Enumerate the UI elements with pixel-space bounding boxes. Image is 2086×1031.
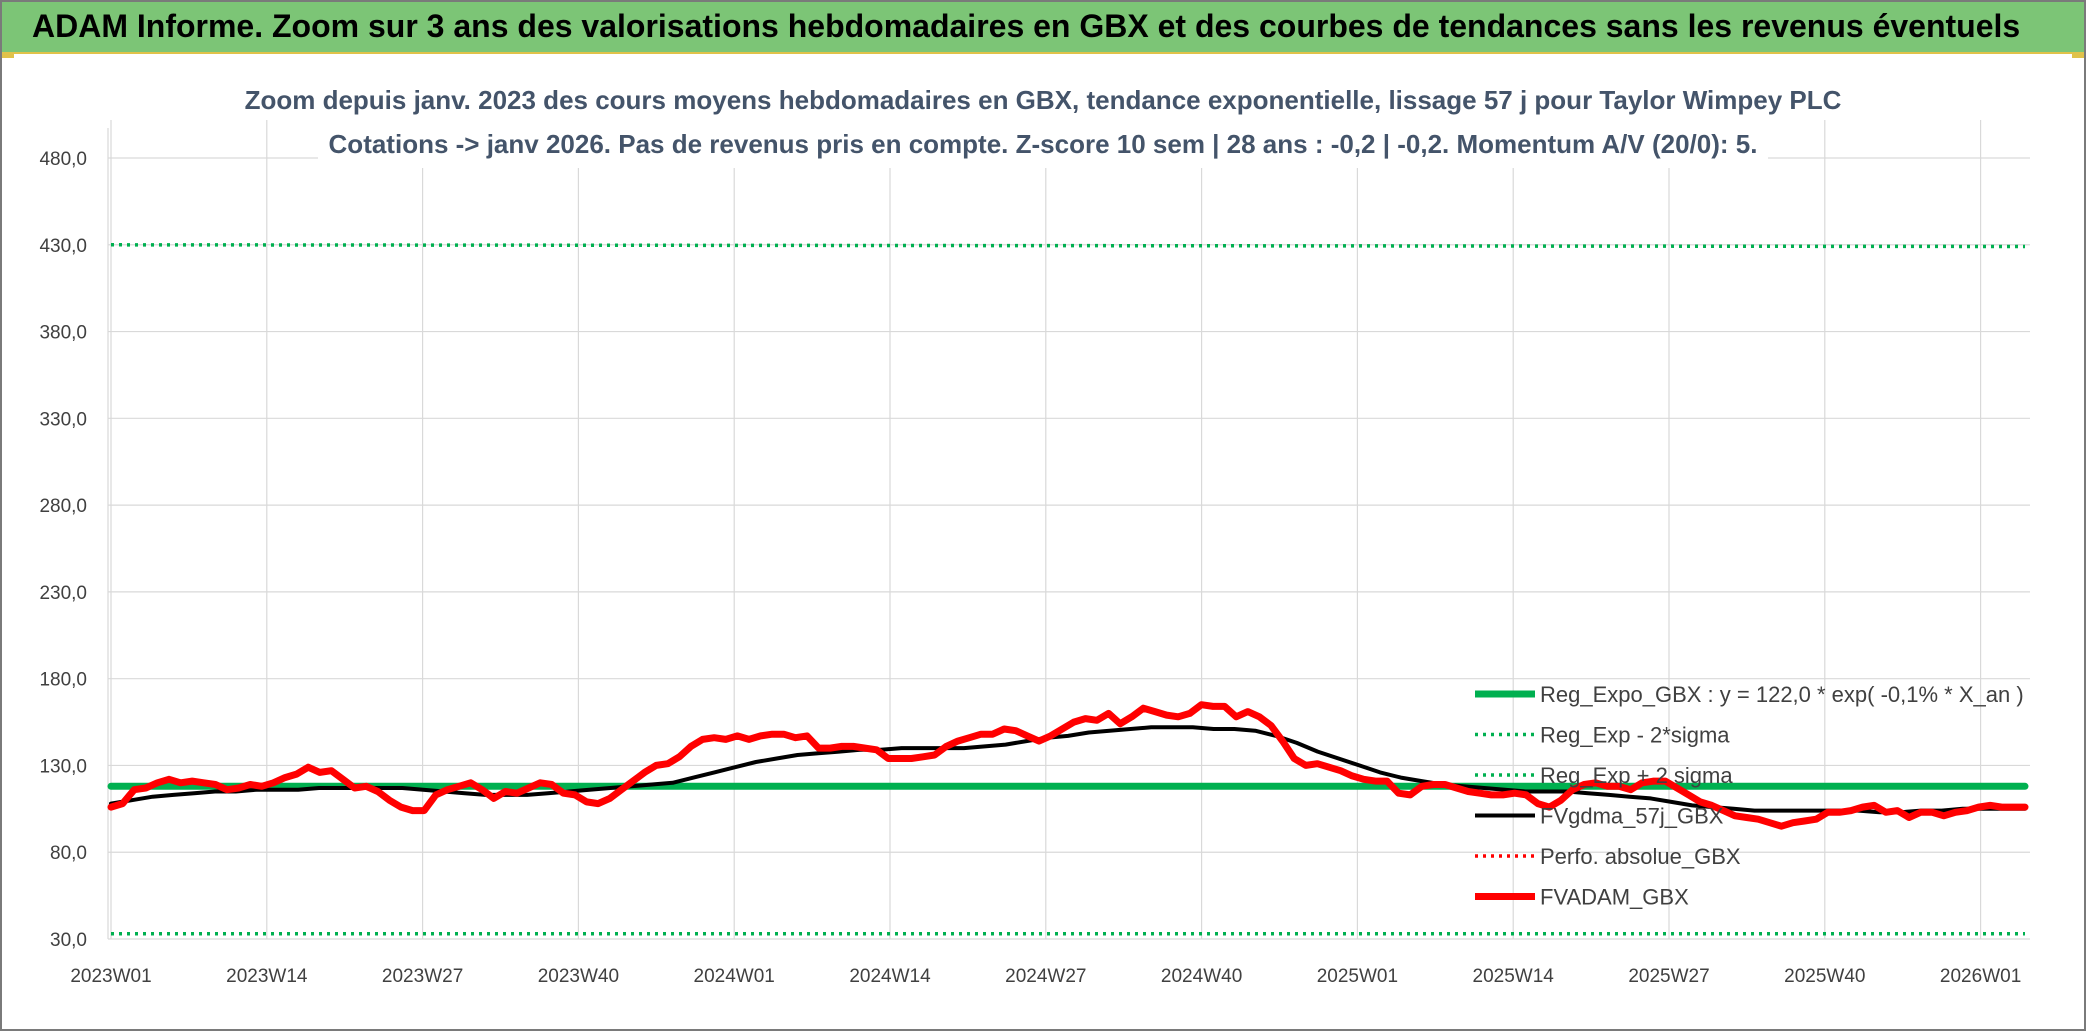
x-tick-label: 2026W01 bbox=[1940, 966, 2021, 987]
x-tick-label: 2023W27 bbox=[382, 966, 463, 987]
y-tick-label: 80,0 bbox=[50, 843, 87, 864]
y-tick-label: 280,0 bbox=[39, 496, 87, 517]
report-header-bar: ADAM Informe. Zoom sur 3 ans des valoris… bbox=[0, 0, 2086, 54]
x-tick-label: 2023W14 bbox=[226, 966, 308, 987]
x-tick-label: 2023W01 bbox=[70, 966, 151, 987]
series-line-5 bbox=[107, 701, 2029, 830]
x-tick-label: 2025W27 bbox=[1628, 966, 1709, 987]
y-tick-label: 430,0 bbox=[39, 236, 87, 257]
y-tick-label: 230,0 bbox=[39, 583, 87, 604]
x-tick-label: 2025W01 bbox=[1317, 966, 1398, 987]
report-title: ADAM Informe. Zoom sur 3 ans des valoris… bbox=[32, 8, 2021, 44]
y-tick-label: 30,0 bbox=[50, 930, 87, 951]
y-tick-label: 180,0 bbox=[39, 670, 87, 691]
y-tick-label: 380,0 bbox=[39, 323, 87, 344]
corner-marker-left bbox=[0, 52, 14, 58]
series-layer bbox=[107, 243, 2029, 936]
legend-label-2: Reg_Exp + 2 sigma bbox=[1540, 763, 1733, 788]
y-tick-label: 330,0 bbox=[39, 409, 87, 430]
x-tick-label: 2023W40 bbox=[538, 966, 619, 987]
x-axis: 2023W01 2023W14 2023W27 2023W40 2024W01 2024W… bbox=[70, 966, 2021, 987]
chart-title-background bbox=[318, 86, 1768, 168]
y-axis: 30,0 80,0 130,0 180,0 230,0 280,0 330,0 380,0 43… bbox=[39, 149, 87, 951]
x-tick-label: 2024W27 bbox=[1005, 966, 1086, 987]
x-tick-label: 2024W40 bbox=[1161, 966, 1242, 987]
x-tick-label: 2024W14 bbox=[849, 966, 931, 987]
legend-label-5: FVADAM_GBX bbox=[1540, 885, 1689, 910]
x-tick-label: 2025W14 bbox=[1473, 966, 1555, 987]
legend: Reg_Expo_GBX : y = 122,0 * exp( -0,1% * … bbox=[1475, 682, 2024, 910]
chart-title-line-2: Cotations -> janv 2026. Pas de revenus p… bbox=[329, 129, 1758, 159]
legend-label-3: FVgdma_57j_GBX bbox=[1540, 804, 1724, 829]
legend-label-4: Perfo. absolue_GBX bbox=[1540, 844, 1741, 869]
chart-title-line-1: Zoom depuis janv. 2023 des cours moyens … bbox=[245, 85, 1842, 115]
legend-label-0: Reg_Expo_GBX : y = 122,0 * exp( -0,1% * … bbox=[1540, 682, 2024, 707]
x-tick-label: 2024W01 bbox=[694, 966, 775, 987]
x-tick-label: 2025W40 bbox=[1784, 966, 1865, 987]
legend-label-1: Reg_Exp - 2*sigma bbox=[1540, 723, 1730, 748]
corner-marker-right bbox=[2072, 52, 2086, 58]
y-tick-label: 130,0 bbox=[39, 756, 87, 777]
y-tick-label: 480,0 bbox=[39, 149, 87, 170]
